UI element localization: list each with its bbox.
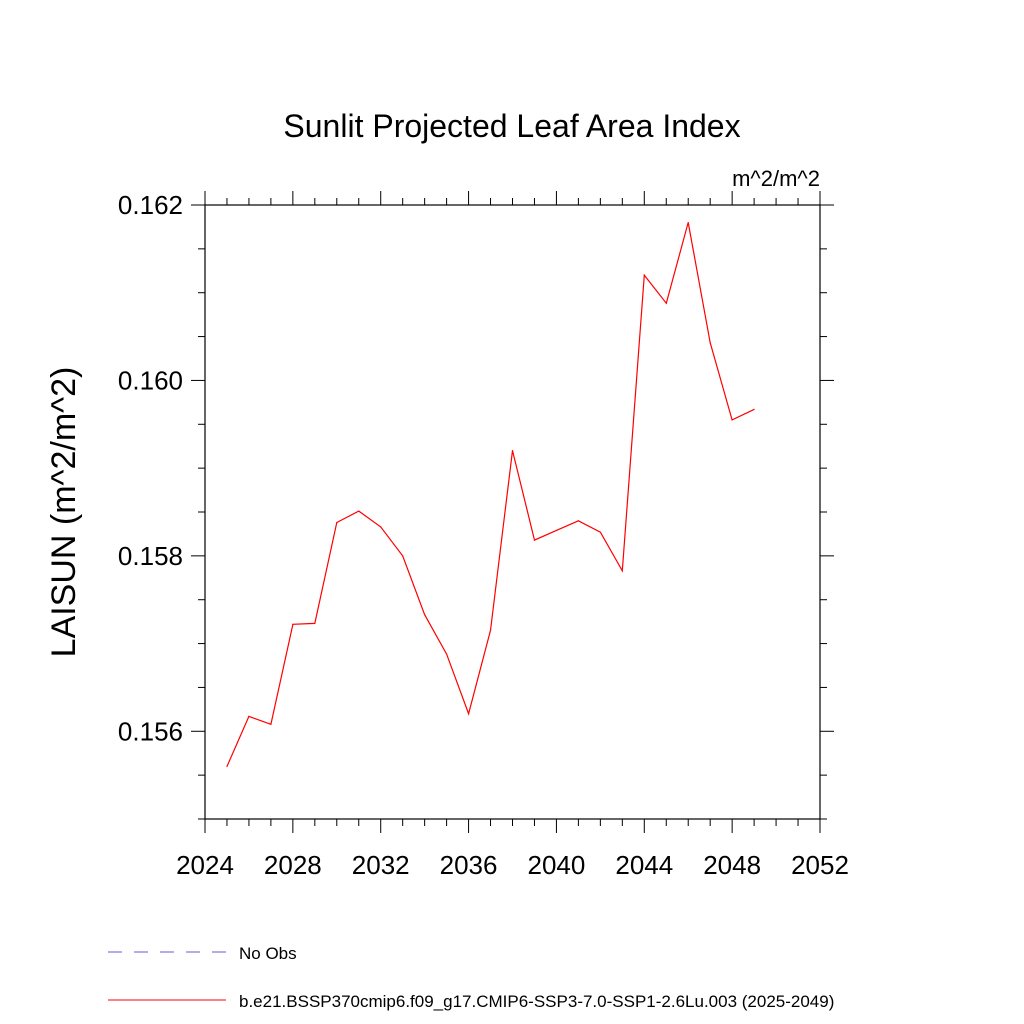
axis-ticks: 2024 2028 2032 2036 2040 2044 2048 2052 0.156 0.1…: [118, 190, 849, 880]
data-point: [599, 531, 601, 533]
y-tick-label: 0.156: [118, 716, 183, 746]
x-tick-label: 2040: [528, 850, 586, 880]
data-point: [511, 450, 514, 452]
legend: No Obs b.e21.BSSP370cmip6.f09_g17.CMIP6-S…: [108, 944, 834, 1011]
data-point: [533, 539, 536, 541]
data-point: [753, 408, 755, 410]
data-point: [248, 715, 250, 717]
data-point: [709, 342, 711, 344]
data-point: [555, 529, 558, 532]
y-tick-label: 0.158: [118, 541, 183, 571]
y-axis-label: LAISUN (m^2/m^2): [45, 367, 83, 658]
y-tick-label: 0.162: [118, 190, 183, 220]
data-point: [731, 419, 733, 421]
data-point: [314, 622, 316, 624]
data-point: [358, 510, 360, 512]
data-point: [577, 520, 579, 522]
data-point: [226, 765, 228, 767]
legend-label: b.e21.BSSP370cmip6.f09_g17.CMIP6-SSP3-7.…: [239, 992, 834, 1011]
series-line-0: [226, 222, 755, 767]
x-tick-label: 2044: [615, 850, 673, 880]
data-point: [489, 629, 492, 632]
chart-title: Sunlit Projected Leaf Area Index: [283, 108, 740, 144]
data-point: [687, 221, 689, 224]
data-point: [446, 653, 448, 655]
y-tick-label: 0.160: [118, 365, 183, 395]
data-point: [380, 526, 382, 528]
series-layer: [226, 221, 755, 767]
x-tick-label: 2036: [440, 850, 498, 880]
x-tick-label: 2048: [703, 850, 761, 880]
data-point: [402, 555, 404, 557]
legend-label: No Obs: [239, 944, 297, 963]
data-point: [336, 521, 338, 524]
data-point: [665, 302, 667, 304]
x-tick-label: 2052: [791, 850, 849, 880]
data-point: [424, 614, 426, 616]
x-tick-label: 2028: [264, 850, 322, 880]
data-point: [292, 623, 294, 625]
x-tick-label: 2024: [176, 850, 234, 880]
data-point: [270, 723, 272, 725]
plot-frame: [204, 204, 821, 820]
data-point: [467, 713, 470, 715]
data-point: [643, 274, 645, 276]
data-point: [621, 570, 623, 572]
x-tick-label: 2032: [352, 850, 410, 880]
units-label: m^2/m^2: [732, 166, 820, 191]
